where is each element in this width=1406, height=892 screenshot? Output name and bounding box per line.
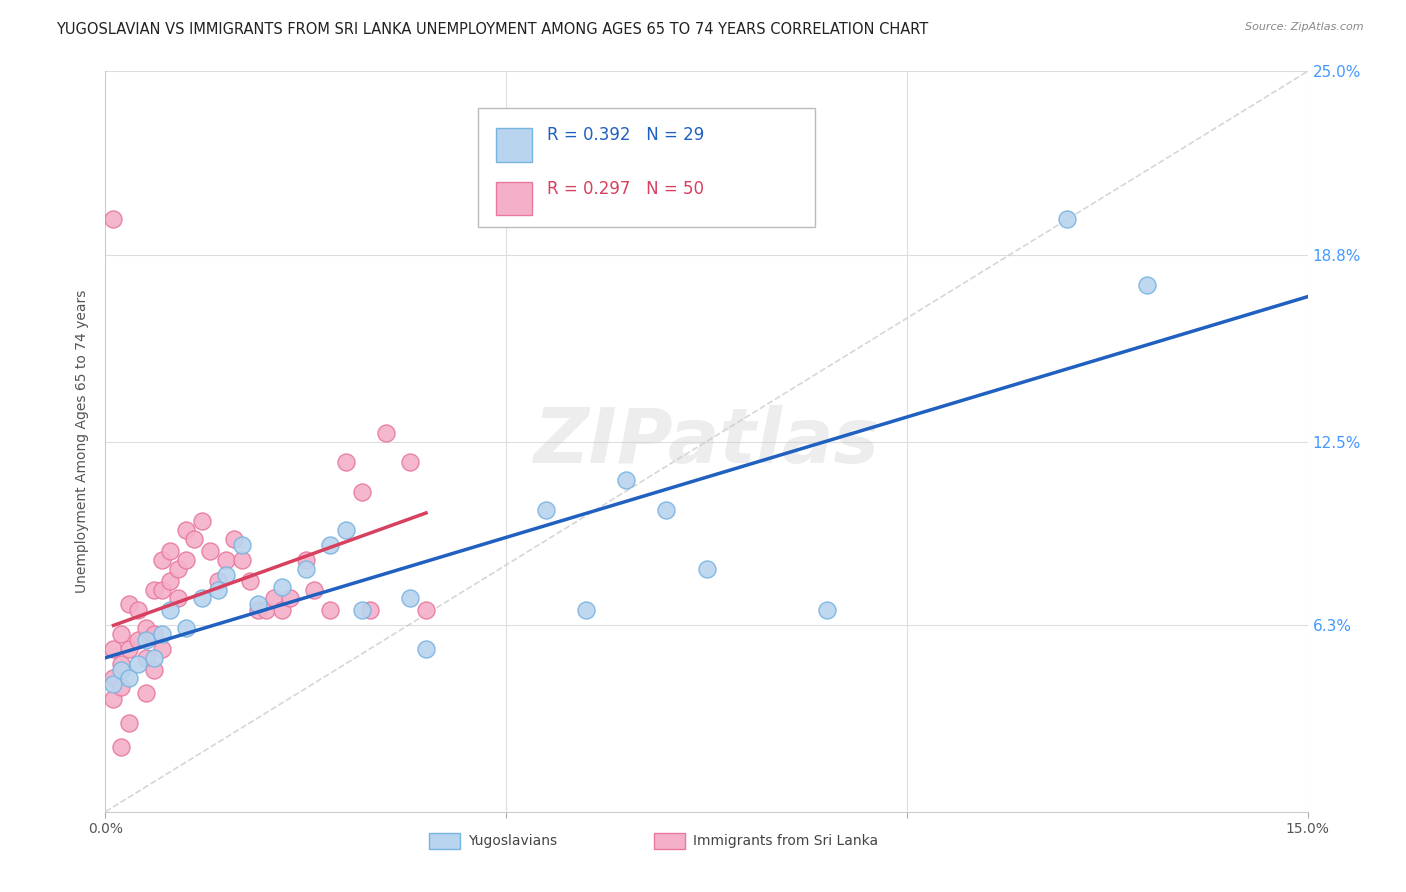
Point	[135, 686, 157, 700]
Point	[231, 553, 253, 567]
Point	[1136, 277, 1159, 292]
Point	[302, 582, 325, 597]
Point	[174, 524, 197, 538]
Point	[142, 663, 165, 677]
Point	[278, 591, 301, 606]
Point	[127, 632, 149, 647]
Point	[174, 553, 197, 567]
Point	[214, 567, 236, 582]
Point	[103, 692, 125, 706]
Bar	[496, 128, 533, 161]
Point	[415, 641, 437, 656]
Point	[150, 641, 173, 656]
Point	[350, 603, 373, 617]
Text: Source: ZipAtlas.com: Source: ZipAtlas.com	[1246, 22, 1364, 32]
Point	[135, 650, 157, 665]
Point	[1056, 212, 1078, 227]
Point	[815, 603, 838, 617]
Text: Immigrants from Sri Lanka: Immigrants from Sri Lanka	[693, 834, 879, 848]
Point	[359, 603, 381, 617]
Point	[696, 562, 718, 576]
Point	[110, 627, 132, 641]
Point	[183, 533, 205, 547]
Point	[374, 425, 398, 440]
Point	[335, 455, 357, 469]
Point	[118, 598, 141, 612]
Point	[135, 621, 157, 635]
Point	[399, 455, 422, 469]
Point	[159, 544, 181, 558]
Point	[254, 603, 277, 617]
Text: ZIPatlas: ZIPatlas	[533, 405, 880, 478]
Point	[118, 715, 141, 730]
Point	[127, 603, 149, 617]
Point	[127, 657, 149, 671]
Point	[159, 574, 181, 588]
Y-axis label: Unemployment Among Ages 65 to 74 years: Unemployment Among Ages 65 to 74 years	[76, 290, 90, 593]
Point	[110, 657, 132, 671]
Point	[142, 627, 165, 641]
Point	[295, 562, 318, 576]
Point	[103, 677, 125, 691]
Point	[166, 562, 188, 576]
Point	[231, 538, 253, 552]
Bar	[478, 108, 814, 227]
Point	[335, 524, 357, 538]
Point	[270, 603, 292, 617]
Point	[319, 603, 342, 617]
Text: R = 0.392   N = 29: R = 0.392 N = 29	[547, 126, 704, 144]
Point	[263, 591, 285, 606]
Point	[135, 632, 157, 647]
Point	[110, 739, 132, 754]
Point	[118, 672, 141, 686]
Bar	[496, 182, 533, 215]
Point	[270, 580, 292, 594]
Point	[103, 212, 125, 227]
Point	[190, 591, 212, 606]
Text: R = 0.297   N = 50: R = 0.297 N = 50	[547, 180, 703, 198]
Point	[103, 641, 125, 656]
Point	[319, 538, 342, 552]
Point	[295, 553, 318, 567]
Point	[616, 473, 638, 487]
Point	[150, 553, 173, 567]
Point	[150, 627, 173, 641]
Point	[246, 603, 269, 617]
Point	[207, 582, 229, 597]
Point	[103, 672, 125, 686]
Point	[246, 598, 269, 612]
Point	[655, 502, 678, 516]
Point	[174, 621, 197, 635]
Point	[190, 515, 212, 529]
Point	[207, 574, 229, 588]
Point	[142, 650, 165, 665]
Point	[222, 533, 245, 547]
Point	[159, 603, 181, 617]
Point	[110, 663, 132, 677]
Point	[166, 591, 188, 606]
Text: YUGOSLAVIAN VS IMMIGRANTS FROM SRI LANKA UNEMPLOYMENT AMONG AGES 65 TO 74 YEARS : YUGOSLAVIAN VS IMMIGRANTS FROM SRI LANKA…	[56, 22, 928, 37]
Point	[198, 544, 221, 558]
Point	[150, 582, 173, 597]
Point	[214, 553, 236, 567]
Point	[399, 591, 422, 606]
Point	[142, 582, 165, 597]
Point	[415, 603, 437, 617]
Point	[118, 641, 141, 656]
Point	[534, 502, 557, 516]
Point	[575, 603, 598, 617]
Point	[239, 574, 262, 588]
Point	[110, 681, 132, 695]
Point	[350, 484, 373, 499]
Text: Yugoslavians: Yugoslavians	[468, 834, 557, 848]
